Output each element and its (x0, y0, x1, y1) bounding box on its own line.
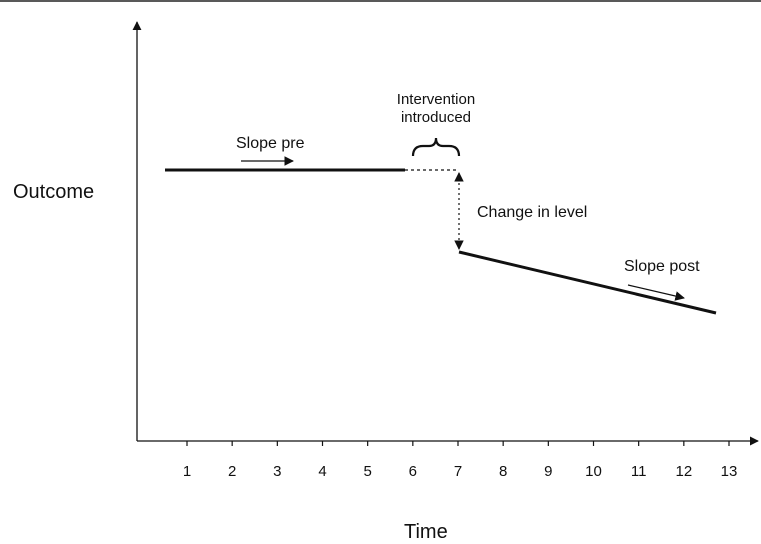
x-tick-label: 2 (228, 463, 236, 480)
x-tick-label: 6 (409, 463, 417, 480)
y-axis-title: Outcome (13, 181, 94, 203)
slope-post-arrow (627, 284, 685, 301)
x-tick-label: 12 (675, 463, 692, 480)
intervention-label-line2: introduced (401, 109, 471, 126)
change-in-level-label: Change in level (477, 204, 587, 221)
slope-post-label: Slope post (624, 258, 700, 275)
x-tick-label: 10 (585, 463, 602, 480)
x-tick-label: 9 (544, 463, 552, 480)
x-tick-label: 1 (183, 463, 191, 480)
x-tick-label: 5 (363, 463, 371, 480)
intervention-label-line1: Intervention (397, 91, 475, 108)
x-tick-label: 8 (499, 463, 507, 480)
x-axis-title: Time (404, 521, 448, 543)
x-tick-label: 7 (454, 463, 462, 480)
x-tick-label: 13 (721, 463, 738, 480)
x-axis-ticks: 1 2 3 4 5 6 7 8 9 10 11 12 13 (183, 441, 738, 480)
x-tick-label: 4 (318, 463, 326, 480)
slope-pre-label: Slope pre (236, 135, 305, 152)
x-tick-label: 11 (631, 463, 647, 480)
intervention-brace (411, 137, 461, 157)
x-tick-label: 3 (273, 463, 281, 480)
post-intervention-line (458, 250, 717, 315)
